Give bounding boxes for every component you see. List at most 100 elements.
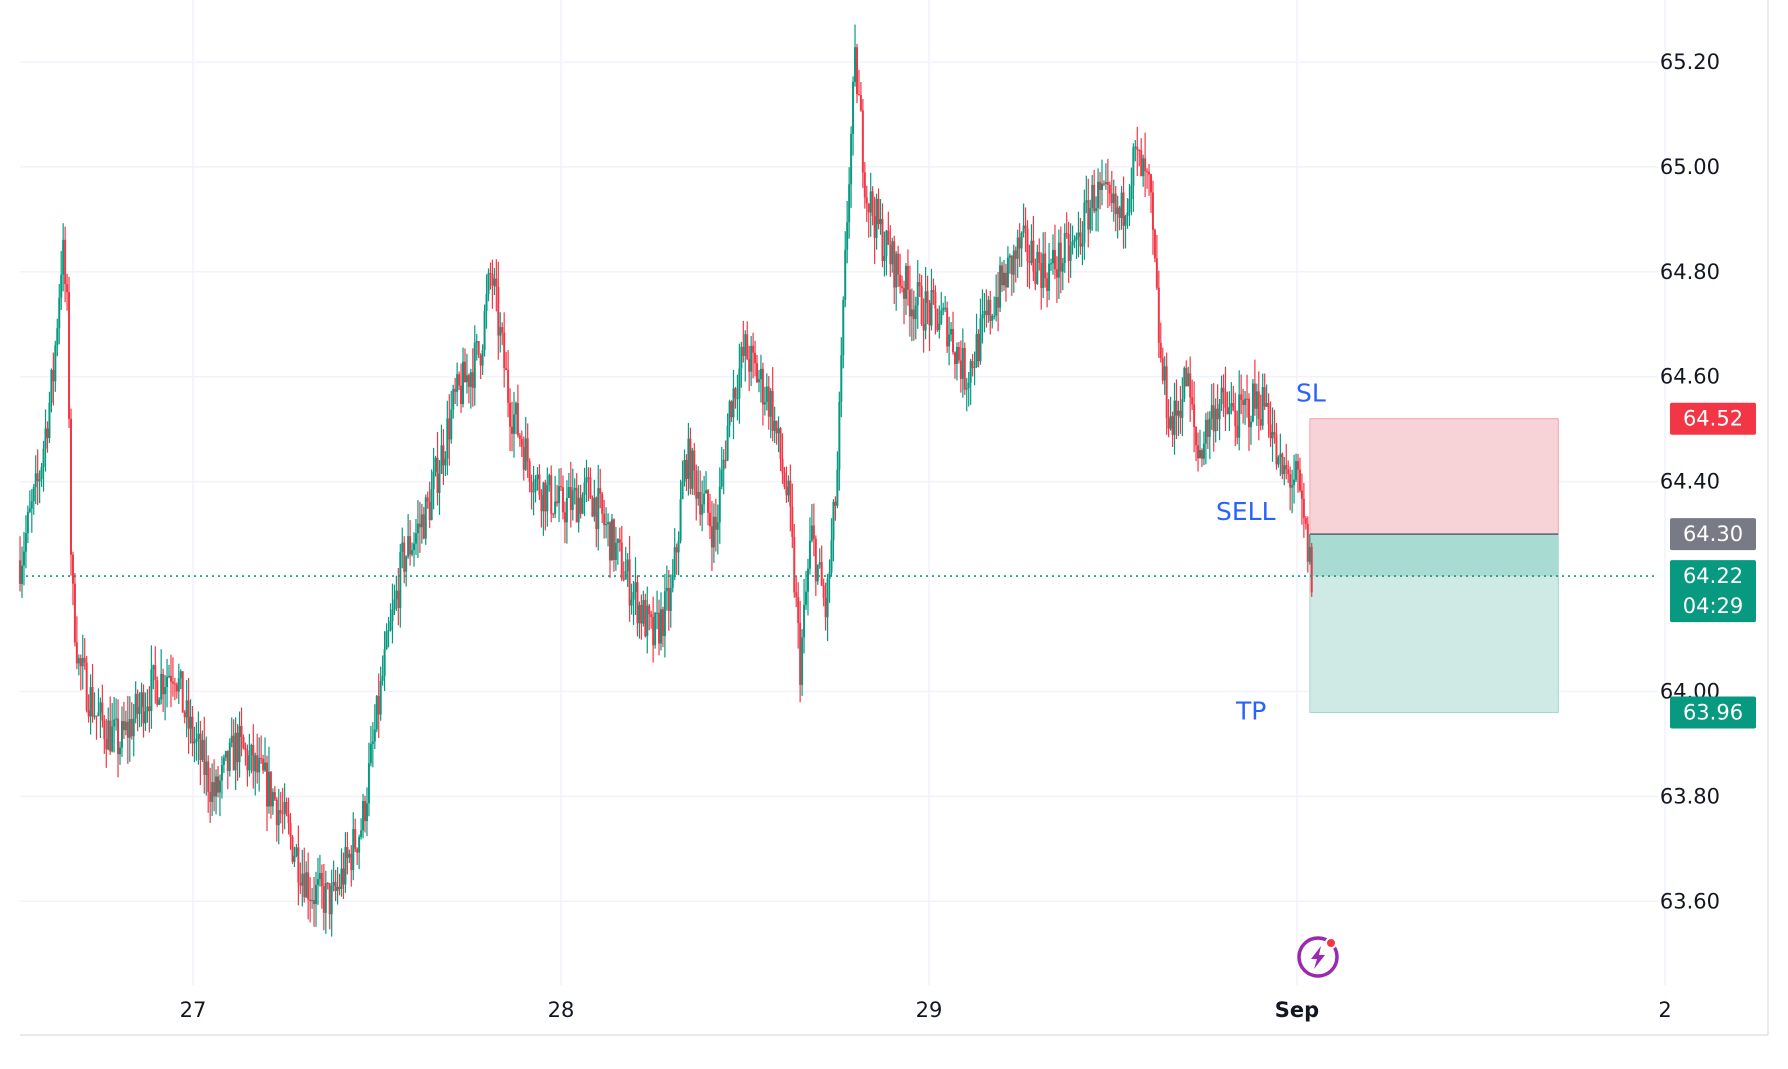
entry-badge-label: 64.30	[1683, 522, 1743, 546]
candle-body	[1271, 432, 1274, 439]
candle-body	[593, 497, 596, 517]
candle-body	[28, 508, 31, 512]
candle-body	[44, 428, 47, 449]
candle-body	[1004, 272, 1007, 288]
candle-body	[22, 551, 25, 566]
y-tick-label: 65.20	[1660, 50, 1720, 74]
candle-body	[1079, 232, 1082, 247]
candle-body	[338, 886, 341, 889]
y-tick-label: 64.80	[1660, 260, 1720, 284]
candle-body	[1273, 432, 1276, 435]
candle-body	[1085, 200, 1088, 203]
candle-body	[267, 771, 270, 807]
candle-body	[863, 172, 866, 198]
candle-body	[113, 719, 116, 727]
candle-body	[1204, 419, 1207, 444]
candle-body	[516, 402, 519, 436]
candle-body	[54, 345, 57, 382]
candle-body	[50, 369, 53, 403]
candle-body	[469, 372, 472, 387]
candle-body	[681, 481, 684, 500]
candle-body	[38, 479, 41, 482]
candle-body	[146, 706, 149, 712]
candle-body	[883, 255, 886, 262]
stop-loss-badge-bg	[1670, 402, 1756, 435]
candle-body	[659, 609, 662, 644]
candle-body	[236, 732, 239, 763]
candle-body	[416, 523, 419, 534]
candle-body	[1246, 398, 1249, 400]
candle-body	[646, 605, 649, 637]
candle-body	[546, 485, 549, 512]
candle-body	[1130, 185, 1133, 200]
candle-body	[961, 348, 964, 379]
sl-annotation: SL	[1296, 379, 1326, 408]
candle-body	[389, 621, 392, 631]
stop-loss-badge-label: 64.52	[1683, 407, 1743, 431]
candle-body	[83, 658, 86, 663]
candle-body	[254, 755, 257, 772]
candle-body	[224, 750, 227, 758]
candle-body	[1057, 242, 1060, 278]
candle-body	[1275, 434, 1278, 465]
candle-body	[70, 418, 73, 555]
candle-body	[973, 367, 976, 369]
candle-body	[869, 191, 872, 213]
candle-body	[367, 763, 370, 804]
candle-body	[301, 873, 304, 886]
candle-body	[579, 497, 582, 514]
candle-body	[846, 222, 849, 250]
candle-body	[1234, 410, 1237, 426]
candle-body	[134, 693, 137, 719]
candle-body	[640, 604, 643, 624]
candle-body	[642, 599, 645, 624]
candle-body	[481, 350, 484, 366]
candle-body	[518, 435, 521, 439]
candle-body	[1142, 158, 1145, 177]
candle-body	[169, 675, 172, 682]
candle-body	[928, 303, 931, 326]
candle-body	[1281, 453, 1284, 475]
candle-body	[607, 522, 610, 525]
candle-body	[777, 428, 780, 434]
position-zones[interactable]	[1309, 418, 1559, 713]
candle-body	[699, 491, 702, 515]
candle-body	[671, 574, 674, 588]
candle-body	[350, 853, 353, 871]
candle-body	[381, 675, 384, 681]
candle-body	[1208, 418, 1211, 437]
candle-body	[66, 284, 69, 293]
candle-body	[346, 847, 349, 858]
candle-body	[1224, 392, 1227, 408]
candle-body	[122, 721, 125, 731]
candle-body	[1279, 453, 1282, 458]
candle-body	[1104, 182, 1107, 185]
candle-body	[857, 94, 860, 96]
candle-body	[950, 328, 953, 335]
candle-body	[871, 191, 874, 216]
candle-body	[87, 710, 90, 717]
candle-body	[91, 687, 94, 717]
candle-body	[422, 514, 425, 539]
candle-body	[436, 457, 439, 493]
candle-body	[1148, 171, 1151, 175]
candle-body	[465, 375, 468, 383]
candle-body	[763, 402, 766, 405]
candle-body	[326, 883, 329, 885]
candle-body	[975, 333, 978, 368]
tradingview-lightning-logo-icon[interactable]	[1297, 936, 1339, 978]
candle-body	[597, 488, 600, 530]
candle-body	[132, 718, 135, 737]
candle-body	[307, 872, 310, 900]
candle-body	[887, 230, 890, 245]
candle-body	[203, 739, 206, 775]
candle-body	[215, 776, 218, 797]
candle-body	[407, 536, 410, 557]
candle-body	[791, 506, 794, 537]
candle-body	[99, 702, 102, 713]
candle-body	[1155, 258, 1158, 288]
candle-body	[828, 572, 831, 579]
candle-body	[364, 801, 367, 822]
